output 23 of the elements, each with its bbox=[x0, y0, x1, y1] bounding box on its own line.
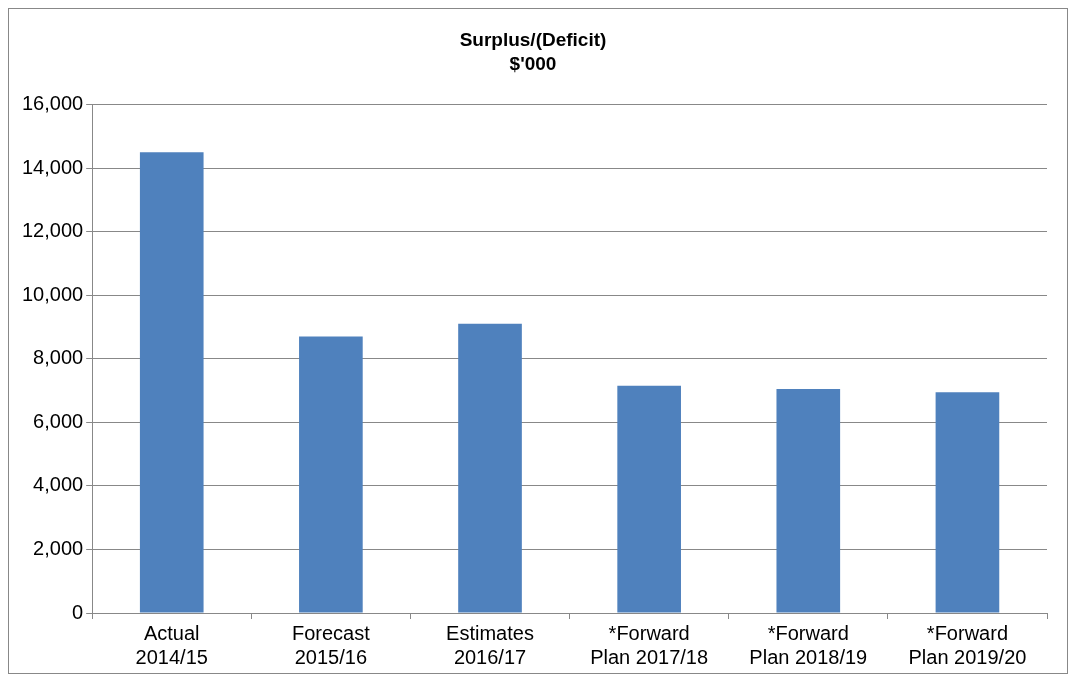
y-tick-label: 2,000 bbox=[33, 536, 84, 559]
chart-title: Surplus/(Deficit) bbox=[459, 28, 607, 50]
x-tick-label: Forecast 2015/16 bbox=[291, 621, 371, 668]
x-tick-label: Estimates 2016/17 bbox=[446, 621, 534, 668]
y-tick-label: 14,000 bbox=[22, 155, 84, 178]
y-tick-label: 10,000 bbox=[22, 282, 84, 305]
bar bbox=[139, 152, 204, 613]
bar bbox=[935, 392, 1000, 613]
y-tick-label: 16,000 bbox=[22, 92, 84, 115]
bar bbox=[299, 336, 363, 613]
x-tick-label: *Forward Plan 2019/20 bbox=[908, 621, 1027, 668]
x-tick-label: *Forward Plan 2017/18 bbox=[590, 621, 709, 668]
bar bbox=[776, 388, 841, 613]
y-tick-label: 12,000 bbox=[22, 219, 84, 242]
bar bbox=[617, 385, 681, 613]
x-tick-label: Actual 2014/15 bbox=[135, 621, 208, 668]
y-tick-label: 4,000 bbox=[33, 473, 84, 496]
x-tick-label: *Forward Plan 2018/19 bbox=[749, 621, 868, 668]
bar bbox=[458, 323, 522, 613]
chart-subtitle: $'000 bbox=[509, 53, 557, 75]
y-tick-label: 8,000 bbox=[33, 346, 84, 369]
y-tick-label: 0 bbox=[72, 600, 84, 623]
y-tick-label: 6,000 bbox=[33, 409, 84, 432]
